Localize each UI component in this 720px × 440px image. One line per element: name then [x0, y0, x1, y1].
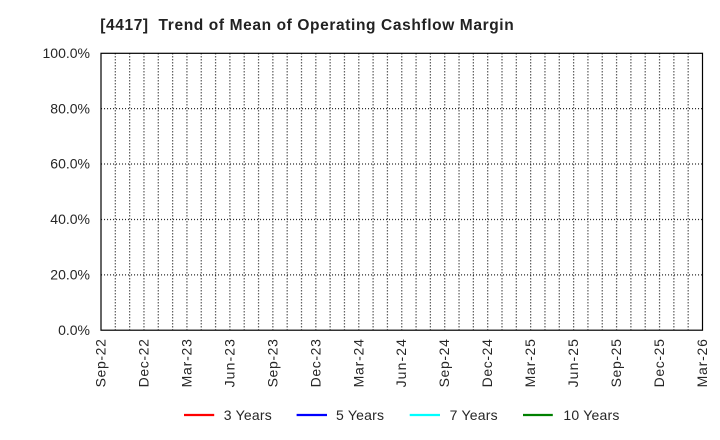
svg-text:80.0%: 80.0% — [50, 100, 90, 116]
svg-text:Sep-22: Sep-22 — [93, 339, 109, 388]
svg-text:3 Years: 3 Years — [224, 407, 272, 423]
svg-text:Dec-23: Dec-23 — [307, 339, 323, 388]
svg-text:Dec-24: Dec-24 — [479, 339, 495, 388]
svg-text:100.0%: 100.0% — [43, 45, 90, 61]
svg-text:[4417] Trend of Mean of Opera: [4417] Trend of Mean of Operating Cashfl… — [100, 17, 514, 34]
svg-text:Mar-23: Mar-23 — [178, 339, 194, 388]
svg-text:Sep-24: Sep-24 — [436, 339, 452, 388]
svg-text:40.0%: 40.0% — [50, 211, 90, 227]
svg-text:Dec-25: Dec-25 — [651, 339, 667, 388]
svg-text:Sep-25: Sep-25 — [608, 339, 624, 388]
svg-text:20.0%: 20.0% — [50, 266, 90, 282]
svg-text:7 Years: 7 Years — [450, 407, 498, 423]
svg-text:0.0%: 0.0% — [58, 322, 90, 338]
svg-text:Jun-23: Jun-23 — [221, 339, 237, 388]
svg-text:Sep-23: Sep-23 — [264, 339, 280, 388]
svg-text:Jun-25: Jun-25 — [565, 339, 581, 388]
svg-text:Mar-25: Mar-25 — [522, 339, 538, 388]
svg-text:10 Years: 10 Years — [563, 407, 619, 423]
svg-text:Jun-24: Jun-24 — [393, 339, 409, 388]
svg-text:Mar-26: Mar-26 — [694, 339, 710, 388]
svg-text:Dec-22: Dec-22 — [135, 339, 151, 388]
svg-text:Mar-24: Mar-24 — [350, 339, 366, 388]
svg-text:5 Years: 5 Years — [336, 407, 384, 423]
svg-text:60.0%: 60.0% — [50, 156, 90, 172]
